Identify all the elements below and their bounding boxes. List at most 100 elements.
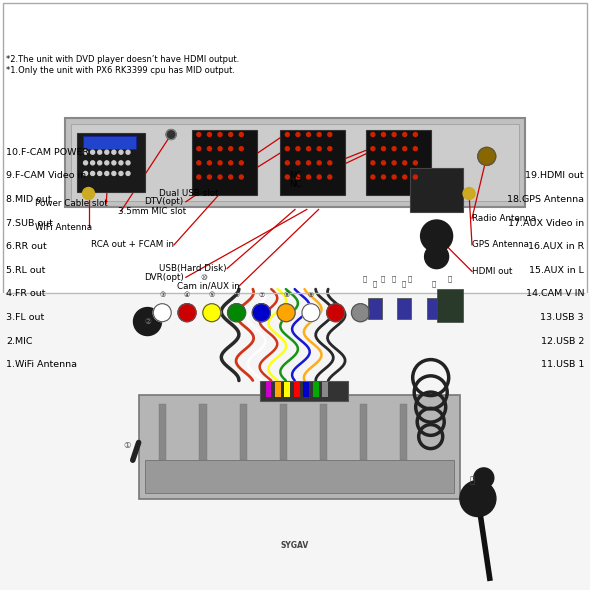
Text: Radio Antenna: Radio Antenna <box>472 214 536 223</box>
Circle shape <box>240 133 243 136</box>
Circle shape <box>133 307 162 336</box>
Text: NC: NC <box>289 179 301 189</box>
Circle shape <box>392 133 396 136</box>
Circle shape <box>240 147 243 150</box>
Circle shape <box>317 147 321 150</box>
Circle shape <box>286 175 289 179</box>
Circle shape <box>105 172 109 175</box>
Circle shape <box>286 161 289 165</box>
Circle shape <box>203 304 221 322</box>
Circle shape <box>126 161 130 165</box>
Circle shape <box>286 133 289 136</box>
Circle shape <box>84 150 87 154</box>
Text: DTV(opt): DTV(opt) <box>145 197 184 206</box>
Circle shape <box>286 147 289 150</box>
Circle shape <box>105 161 109 165</box>
Bar <box>284 382 290 397</box>
Text: 11.USB 1: 11.USB 1 <box>540 360 584 369</box>
Text: ⑧: ⑧ <box>283 292 289 298</box>
Text: 17.AUX Video in: 17.AUX Video in <box>508 218 584 228</box>
Text: DVR(opt): DVR(opt) <box>145 273 185 282</box>
Circle shape <box>166 130 176 139</box>
Circle shape <box>382 147 385 150</box>
Circle shape <box>98 172 101 175</box>
Circle shape <box>229 161 232 165</box>
Circle shape <box>197 133 201 136</box>
Circle shape <box>240 175 243 179</box>
Text: Cam in/AUX in: Cam in/AUX in <box>177 281 240 291</box>
Circle shape <box>91 150 94 154</box>
Circle shape <box>328 147 332 150</box>
Circle shape <box>229 147 232 150</box>
Text: ②: ② <box>144 317 151 326</box>
Text: ⑮: ⑮ <box>380 275 385 282</box>
Bar <box>159 404 166 460</box>
Circle shape <box>91 161 94 165</box>
Circle shape <box>352 304 369 322</box>
Bar <box>280 130 345 195</box>
Bar <box>320 404 327 460</box>
Text: 19.HDMI out: 19.HDMI out <box>526 171 584 181</box>
Circle shape <box>240 161 243 165</box>
Text: Power Cable slot: Power Cable slot <box>35 199 108 208</box>
Circle shape <box>83 188 94 199</box>
Circle shape <box>253 304 270 322</box>
Bar <box>240 404 247 460</box>
Text: 13.USB 3: 13.USB 3 <box>540 313 584 322</box>
Circle shape <box>84 172 87 175</box>
Circle shape <box>327 304 345 322</box>
Text: ⑯: ⑯ <box>392 275 396 282</box>
Text: SYGAV: SYGAV <box>281 541 309 550</box>
Text: 3.FL out: 3.FL out <box>6 313 44 322</box>
Text: 16.AUX in R: 16.AUX in R <box>528 242 584 251</box>
Text: 9.F-CAM Video in: 9.F-CAM Video in <box>6 171 86 181</box>
Circle shape <box>382 175 385 179</box>
Bar <box>65 118 525 206</box>
Circle shape <box>98 150 101 154</box>
Bar <box>199 404 206 460</box>
Circle shape <box>91 172 94 175</box>
Text: NC: NC <box>289 171 301 181</box>
Circle shape <box>317 175 321 179</box>
Circle shape <box>328 175 332 179</box>
Text: 4.FR out: 4.FR out <box>6 289 45 299</box>
Circle shape <box>307 147 310 150</box>
Circle shape <box>296 147 300 150</box>
Text: *1.Only the unit with PX6 RK3399 cpu has MID output.: *1.Only the unit with PX6 RK3399 cpu has… <box>6 66 235 76</box>
Bar <box>71 124 519 201</box>
Circle shape <box>474 468 494 488</box>
Circle shape <box>119 150 123 154</box>
Circle shape <box>328 161 332 165</box>
Circle shape <box>112 172 116 175</box>
Bar <box>260 381 348 401</box>
Text: 8.MID out: 8.MID out <box>6 195 51 204</box>
Text: ⑦: ⑦ <box>258 292 264 298</box>
Circle shape <box>126 150 130 154</box>
Circle shape <box>371 161 375 165</box>
Text: 15.AUX in L: 15.AUX in L <box>529 266 584 275</box>
Bar <box>397 298 411 319</box>
Circle shape <box>302 304 320 322</box>
Bar <box>280 404 287 460</box>
Bar <box>368 298 382 319</box>
Circle shape <box>414 133 417 136</box>
Text: ④: ④ <box>184 292 190 298</box>
Bar <box>313 382 319 397</box>
Circle shape <box>153 304 171 322</box>
Text: 7.SUB out: 7.SUB out <box>6 218 53 228</box>
Bar <box>400 404 407 460</box>
Text: 18.GPS Antenna: 18.GPS Antenna <box>507 195 584 204</box>
Circle shape <box>208 161 211 165</box>
Bar <box>192 130 257 195</box>
Circle shape <box>421 220 453 252</box>
Bar <box>294 382 300 397</box>
Circle shape <box>392 161 396 165</box>
Circle shape <box>208 175 211 179</box>
Text: 12.USB 2: 12.USB 2 <box>540 336 584 346</box>
Circle shape <box>382 161 385 165</box>
Circle shape <box>119 161 123 165</box>
Bar <box>139 395 460 499</box>
Circle shape <box>403 133 407 136</box>
Circle shape <box>208 147 211 150</box>
Circle shape <box>112 150 116 154</box>
